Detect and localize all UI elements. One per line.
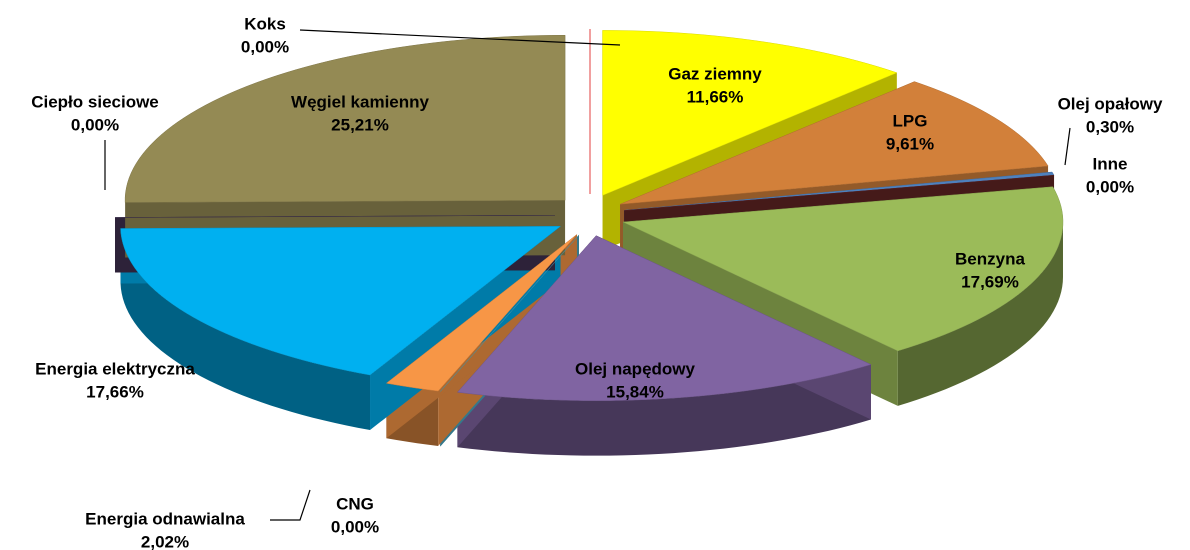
slice-value: 17,69%: [961, 272, 1019, 291]
slice-label: Ciepło sieciowe: [31, 92, 159, 111]
slice: [456, 235, 872, 401]
slice-value: 0,00%: [1086, 177, 1134, 196]
leader-line: [299, 29, 621, 46]
slice-label: Energia elektryczna: [35, 359, 195, 378]
slice-side: [457, 364, 871, 456]
slice-value: 0,00%: [241, 37, 289, 56]
slice-value: 0,00%: [71, 115, 119, 134]
slice: [120, 226, 562, 376]
slice-label: Energia odnawialna: [85, 509, 245, 528]
slice-label: Gaz ziemny: [668, 64, 762, 83]
slice-label: Inne: [1093, 154, 1128, 173]
slice-label: CNG: [336, 494, 374, 513]
slice: [385, 234, 578, 392]
slice-tops: [115, 29, 1064, 401]
slice-label: Benzyna: [955, 249, 1025, 268]
leader-line: [1064, 127, 1071, 166]
slice-side: [897, 222, 1063, 406]
slice: [622, 186, 1064, 352]
slice-label: Koks: [244, 14, 286, 33]
slice: [619, 81, 1049, 205]
slice-label: Węgiel kamienny: [291, 92, 429, 111]
slice-value: 2,02%: [141, 532, 189, 550]
slice-label: Olej opałowy: [1058, 94, 1163, 113]
slice-value: 25,21%: [331, 115, 389, 134]
slice-value: 17,66%: [86, 382, 144, 401]
slice-label: LPG: [893, 111, 928, 130]
slice-value: 0,00%: [331, 517, 379, 536]
slice-value: 9,61%: [886, 134, 934, 153]
labels: Gaz ziemny 11,66% LPG 9,61% Olej opałowy 0,30…: [31, 14, 1163, 550]
slice-value: 11,66%: [687, 87, 744, 106]
slice-value: 15,84%: [606, 382, 664, 401]
slice-value: 0,30%: [1086, 117, 1134, 136]
slice-label: Olej napędowy: [575, 359, 696, 378]
leader-line: [270, 489, 311, 521]
slice-side: [120, 228, 371, 431]
slice: [124, 34, 566, 203]
slice: [602, 30, 898, 196]
